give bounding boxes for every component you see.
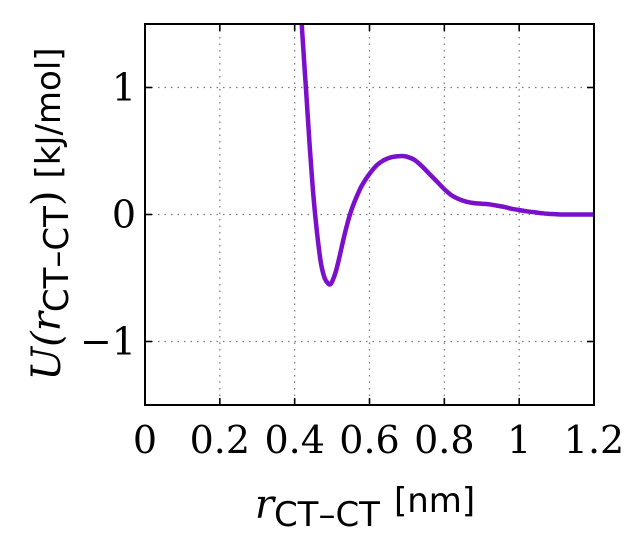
x-axis-label-subscript: CT–CT xyxy=(274,495,380,535)
x-tick-label: 0.8 xyxy=(414,418,474,462)
y-axis-label: U(rCT–CT) [kJ/mol] xyxy=(24,47,77,380)
x-axis-label-unit: [nm] xyxy=(394,481,475,521)
y-axis-label-suffix: ) xyxy=(24,190,70,206)
y-axis-label-subscript: CT–CT xyxy=(37,206,77,312)
series-line xyxy=(299,24,594,287)
plot-frame xyxy=(144,23,595,406)
grid-layer xyxy=(145,24,594,405)
y-tick-label: −1 xyxy=(80,320,136,364)
x-axis-label: rCT–CT [nm] xyxy=(255,481,475,535)
ticks-layer xyxy=(144,24,595,405)
x-tick-label: 1.2 xyxy=(564,418,624,462)
y-tick-label: 1 xyxy=(112,66,136,110)
y-axis-label-symbol: r xyxy=(24,309,70,331)
x-axis-label-symbol: r xyxy=(255,482,277,528)
y-axis-label-prefix: U( xyxy=(24,330,70,381)
y-tick-labels: −1 0 1 xyxy=(80,66,136,364)
x-tick-label: 0 xyxy=(133,418,157,462)
y-tick-label: 0 xyxy=(112,193,136,237)
x-tick-label: 0.4 xyxy=(264,418,324,462)
x-tick-label: 0.2 xyxy=(190,418,250,462)
x-tick-label: 1 xyxy=(507,418,531,462)
x-tick-labels: 0 0.2 0.4 0.6 0.8 1 1.2 xyxy=(133,418,624,462)
x-tick-label: 0.6 xyxy=(339,418,399,462)
y-axis-label-unit: [kJ/mol] xyxy=(29,47,69,178)
